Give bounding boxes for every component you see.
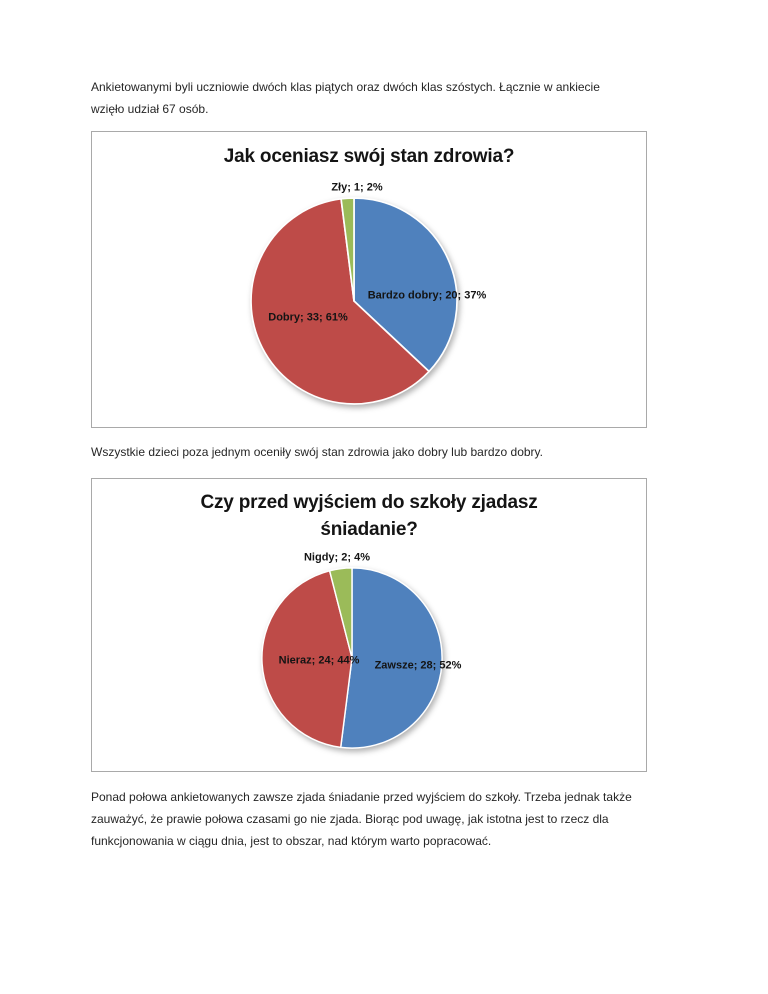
paragraph-line: zauważyć, że prawie połowa czasami go ni… [91,812,609,826]
health-comment-paragraph: Wszystkie dzieci poza jednym oceniły swó… [91,441,691,463]
health-chart-figure: Jak oceniasz swój stan zdrowia? Bardzo d… [91,131,647,428]
pie-slice-label-zawsze: Zawsze; 28; 52% [374,659,462,672]
health-pie-chart [250,197,458,405]
breakfast-chart-title: Czy przed wyjściem do szkoły zjadasz śni… [200,492,538,540]
paragraph-line: wzięło udział 67 osób. [91,102,209,116]
pie-slice-label-zly: Zły; 1; 2% [331,181,383,194]
pie-slice-label-bardzo-dobry: Bardzo dobry; 20; 37% [367,289,487,302]
pie-slice-label-dobry: Dobry; 33; 61% [268,311,348,324]
breakfast-comment-paragraph: Ponad połowa ankietowanych zawsze zjada … [91,786,691,852]
breakfast-pie-chart [261,567,443,749]
paragraph-line: Ponad połowa ankietowanych zawsze zjada … [91,790,632,804]
paragraph-line: Wszystkie dzieci poza jednym oceniły swó… [91,445,543,459]
paragraph-line: funkcjonowania w ciągu dnia, jest to obs… [91,834,492,848]
paragraph-line: Ankietowanymi byli uczniowie dwóch klas … [91,80,600,94]
pie-slice-label-nigdy: Nigdy; 2; 4% [303,551,371,564]
pie-slice-label-nieraz: Nieraz; 24; 44% [278,654,360,667]
breakfast-chart-figure: Czy przed wyjściem do szkoły zjadasz śni… [91,478,647,772]
intro-paragraph: Ankietowanymi byli uczniowie dwóch klas … [91,76,691,120]
health-chart-title: Jak oceniasz swój stan zdrowia? [223,146,515,167]
